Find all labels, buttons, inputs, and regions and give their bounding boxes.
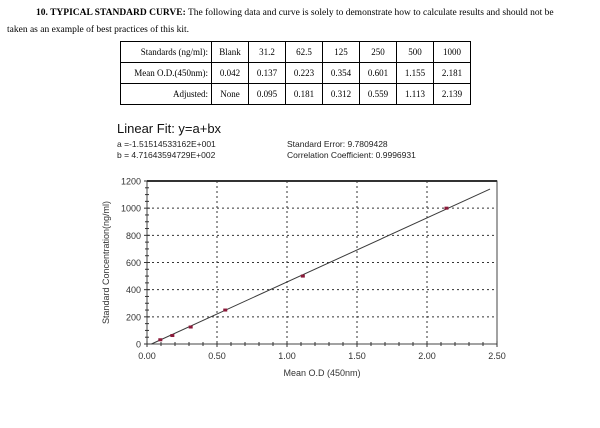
y-tick-label: 0 <box>136 340 141 350</box>
data-point <box>170 334 175 338</box>
table-cell: 0.559 <box>359 83 397 105</box>
coefficient-a: a =-1.51514533162E+001 <box>117 139 216 149</box>
x-tick-label: 1.50 <box>348 351 366 361</box>
fit-line <box>150 188 491 345</box>
table-row: Adjusted: None 0.095 0.181 0.312 0.559 1.113 2.… <box>120 83 471 105</box>
data-points <box>158 206 449 342</box>
y-tick-label: 1200 <box>121 177 141 187</box>
data-point <box>158 338 163 342</box>
table-row: Mean O.D.(450nm): 0.042 0.137 0.223 0.354 0.6… <box>120 62 471 84</box>
data-point <box>300 274 305 278</box>
x-tick-label: 0.00 <box>138 351 156 361</box>
y-tick-label: 600 <box>126 258 141 268</box>
table-cell: 2.139 <box>433 83 471 105</box>
heading-line-2: taken as an example of best practices of… <box>7 25 190 35</box>
standards-table: Standards (ng/ml): Blank 31.2 62.5 125 250 500… <box>120 41 471 105</box>
x-tick-label: 1.00 <box>278 351 296 361</box>
heading-line-1: 10. TYPICAL STANDARD CURVE: The followin… <box>36 7 554 19</box>
y-tick-label: 800 <box>126 231 141 241</box>
x-axis-label: Mean O.D (450nm) <box>283 368 360 378</box>
x-tick-label: 0.50 <box>208 351 226 361</box>
y-tick-label: 200 <box>126 312 141 322</box>
coefficient-b: b = 4.71643594729E+002 <box>117 150 216 160</box>
heading-text: The following data and curve is solely t… <box>185 8 554 18</box>
x-tick-label: 2.00 <box>418 351 436 361</box>
y-tick-label: 1000 <box>121 204 141 214</box>
x-tick-label: 2.50 <box>488 351 506 361</box>
regression-line <box>150 188 491 345</box>
section-title: 10. TYPICAL STANDARD CURVE: <box>36 8 186 18</box>
y-tick-label: 400 <box>126 285 141 295</box>
data-point <box>188 325 193 329</box>
fit-title: Linear Fit: y=a+bx <box>117 121 222 136</box>
chart-grid <box>147 181 497 344</box>
data-point <box>223 308 228 312</box>
data-point <box>444 206 449 210</box>
axis-labels: 0 200 400 600 800 1000 1200 0.00 0.50 1.00 1.50 2.0… <box>101 177 506 379</box>
y-axis-label: Standard Concentration(ng/ml) <box>101 201 111 324</box>
chart-axes <box>144 180 498 347</box>
correlation-coefficient: Correlation Coefficient: 0.9996931 <box>287 150 416 160</box>
standard-error: Standard Error: 9.7809428 <box>287 139 388 149</box>
